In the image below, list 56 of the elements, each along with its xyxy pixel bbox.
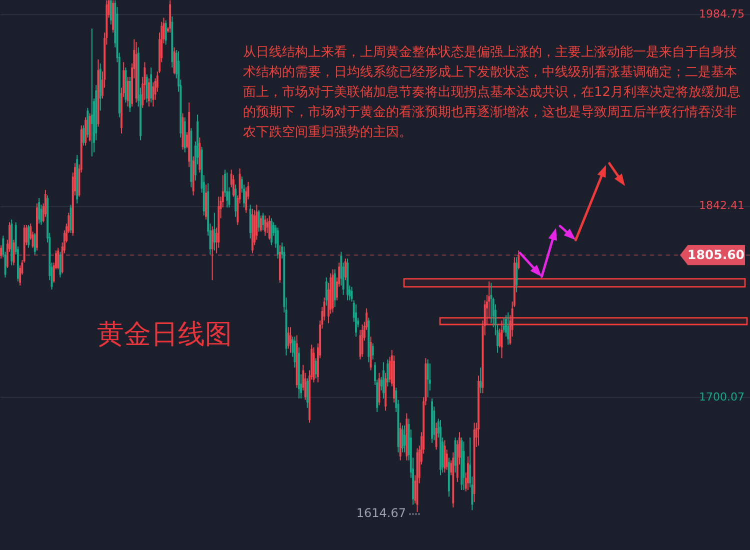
candlestick [518,250,520,270]
candlestick [164,20,167,46]
candlestick [84,116,87,146]
candlestick [226,172,228,208]
candlestick [382,362,384,400]
candlestick [502,317,505,334]
candlestick [507,312,510,346]
candlestick [234,184,237,218]
candlestick [444,440,446,474]
candlestick [516,256,518,293]
candlestick [401,424,404,453]
candlestick [426,358,429,398]
candlestick [126,76,129,108]
candlestick [110,0,112,25]
candlestick [260,215,262,232]
y-tick-label: 1700.07 [699,390,744,404]
candlestick [386,358,389,387]
candlestick [146,74,148,104]
candlestick [173,46,176,75]
candlestick [148,78,150,108]
candlestick [258,210,260,232]
candlestick [59,251,62,278]
candlestick [466,456,469,490]
candlestick [57,247,60,270]
ref-line-label: 1805.60 [688,247,745,262]
candlestick [270,218,272,246]
candlestick [38,198,40,224]
y-tick-label: 1842.41 [699,199,744,212]
candlestick [290,326,292,354]
candlestick [34,232,36,256]
candlestick [355,304,357,338]
candlestick [28,224,30,248]
candlestick [213,212,216,252]
candlestick [90,28,93,157]
annotation: 从日线结构上来看，上周黄金整体状态是偏强上涨的，主要上涨动能一是来自于自身技术结构的需要，日均线系统已经形成上下发散状态，中线级别看涨基调确定；二是基本面上，市场对于美联储加息节奏将出现拐点基本达成共识，在12月利率决定将放缓加息的预期下，市场对于黄金的看涨预期也再逐渐增浓，这也是导致周五后半夜行情吞没非农下跌空间重归强势的主因。 [243,44,741,140]
candlestick [306,378,308,408]
candlestick [262,212,264,231]
candlestick [82,124,84,146]
candlestick [287,326,290,350]
candlestick [152,82,154,108]
candlestick [490,282,492,324]
candlestick [388,356,391,383]
candlestick [211,226,214,281]
candlestick [325,276,328,306]
y-tick-label: 1984.75 [699,8,744,21]
candlestick [344,258,346,281]
candlestick [314,358,317,379]
candlestick [404,424,406,453]
candlestick [480,367,482,394]
text: 黄金日线图 [97,319,232,350]
candlestick [264,215,266,236]
candlestick [0,244,2,260]
annotation: 1614.67 [356,506,406,520]
candlestick [294,336,296,368]
candlestick [268,215,270,240]
candlestick [372,342,374,360]
